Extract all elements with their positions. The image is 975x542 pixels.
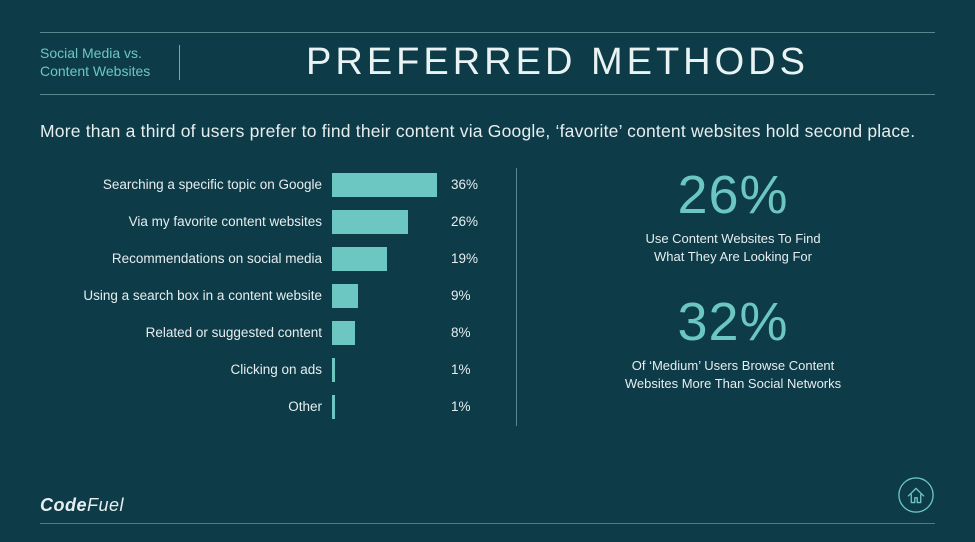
chart: Searching a specific topic on Google 36% V… <box>40 166 510 428</box>
chart-row-label: Clicking on ads <box>40 362 332 377</box>
rule-footer <box>40 523 935 524</box>
vertical-divider <box>516 168 517 426</box>
chart-row: Related or suggested content 8% <box>40 314 498 351</box>
stats-column: 26% Use Content Websites To FindWhat They… <box>531 166 935 428</box>
chart-row-label: Via my favorite content websites <box>40 214 332 229</box>
stat-block: 32% Of ‘Medium’ Users Browse ContentWebsi… <box>625 295 841 392</box>
rule-bottom <box>40 94 935 95</box>
chart-row-value: 9% <box>437 288 483 303</box>
content-row: Searching a specific topic on Google 36% V… <box>40 166 935 428</box>
chart-bar <box>332 173 437 197</box>
brand-footer: CodeFuel <box>40 495 124 516</box>
chart-bar-track <box>332 321 437 345</box>
chart-row-label: Recommendations on social media <box>40 251 332 266</box>
header: Social Media vs.Content Websites PREFERR… <box>40 32 935 95</box>
chart-bar-track <box>332 173 437 197</box>
chart-row: Recommendations on social media 19% <box>40 240 498 277</box>
chart-bar <box>332 395 335 419</box>
chart-row: Clicking on ads 1% <box>40 351 498 388</box>
chart-bar-track <box>332 358 437 382</box>
chart-bar-track <box>332 284 437 308</box>
chart-bar-track <box>332 395 437 419</box>
chart-row: Searching a specific topic on Google 36% <box>40 166 498 203</box>
chart-bar <box>332 284 358 308</box>
stat-value: 32% <box>625 295 841 349</box>
chart-row-label: Other <box>40 399 332 414</box>
home-icon[interactable] <box>897 476 935 514</box>
chart-row-value: 8% <box>437 325 483 340</box>
chart-row: Other 1% <box>40 388 498 425</box>
chart-bar-track <box>332 210 437 234</box>
section-label: Social Media vs.Content Websites <box>40 45 180 80</box>
stat-value: 26% <box>645 168 820 222</box>
chart-row-label: Using a search box in a content website <box>40 288 332 303</box>
chart-row-value: 1% <box>437 362 483 377</box>
chart-row-label: Related or suggested content <box>40 325 332 340</box>
chart-bar-track <box>332 247 437 271</box>
stat-caption: Of ‘Medium’ Users Browse ContentWebsites… <box>625 357 841 392</box>
chart-row: Via my favorite content websites 26% <box>40 203 498 240</box>
chart-row-label: Searching a specific topic on Google <box>40 177 332 192</box>
chart-row-value: 26% <box>437 214 483 229</box>
chart-row-value: 36% <box>437 177 483 192</box>
chart-bar <box>332 210 408 234</box>
rule-top <box>40 32 935 33</box>
stat-caption: Use Content Websites To FindWhat They Ar… <box>645 230 820 265</box>
page-title: PREFERRED METHODS <box>180 41 935 84</box>
chart-bar <box>332 247 387 271</box>
brand-rest: Fuel <box>87 495 124 515</box>
chart-row-value: 19% <box>437 251 483 266</box>
subtitle: More than a third of users prefer to fin… <box>40 121 935 142</box>
chart-bar <box>332 358 335 382</box>
chart-row-value: 1% <box>437 399 483 414</box>
stat-block: 26% Use Content Websites To FindWhat They… <box>645 168 820 265</box>
chart-bar <box>332 321 355 345</box>
brand-bold: Code <box>40 495 87 515</box>
chart-row: Using a search box in a content website 9… <box>40 277 498 314</box>
